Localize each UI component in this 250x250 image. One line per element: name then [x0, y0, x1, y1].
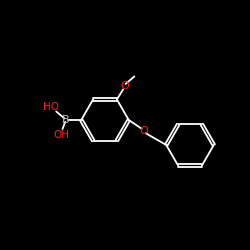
- Text: B: B: [62, 115, 70, 125]
- Text: HO: HO: [43, 102, 59, 112]
- Text: OH: OH: [53, 130, 69, 140]
- Text: O: O: [140, 126, 148, 136]
- Text: O: O: [120, 82, 129, 92]
